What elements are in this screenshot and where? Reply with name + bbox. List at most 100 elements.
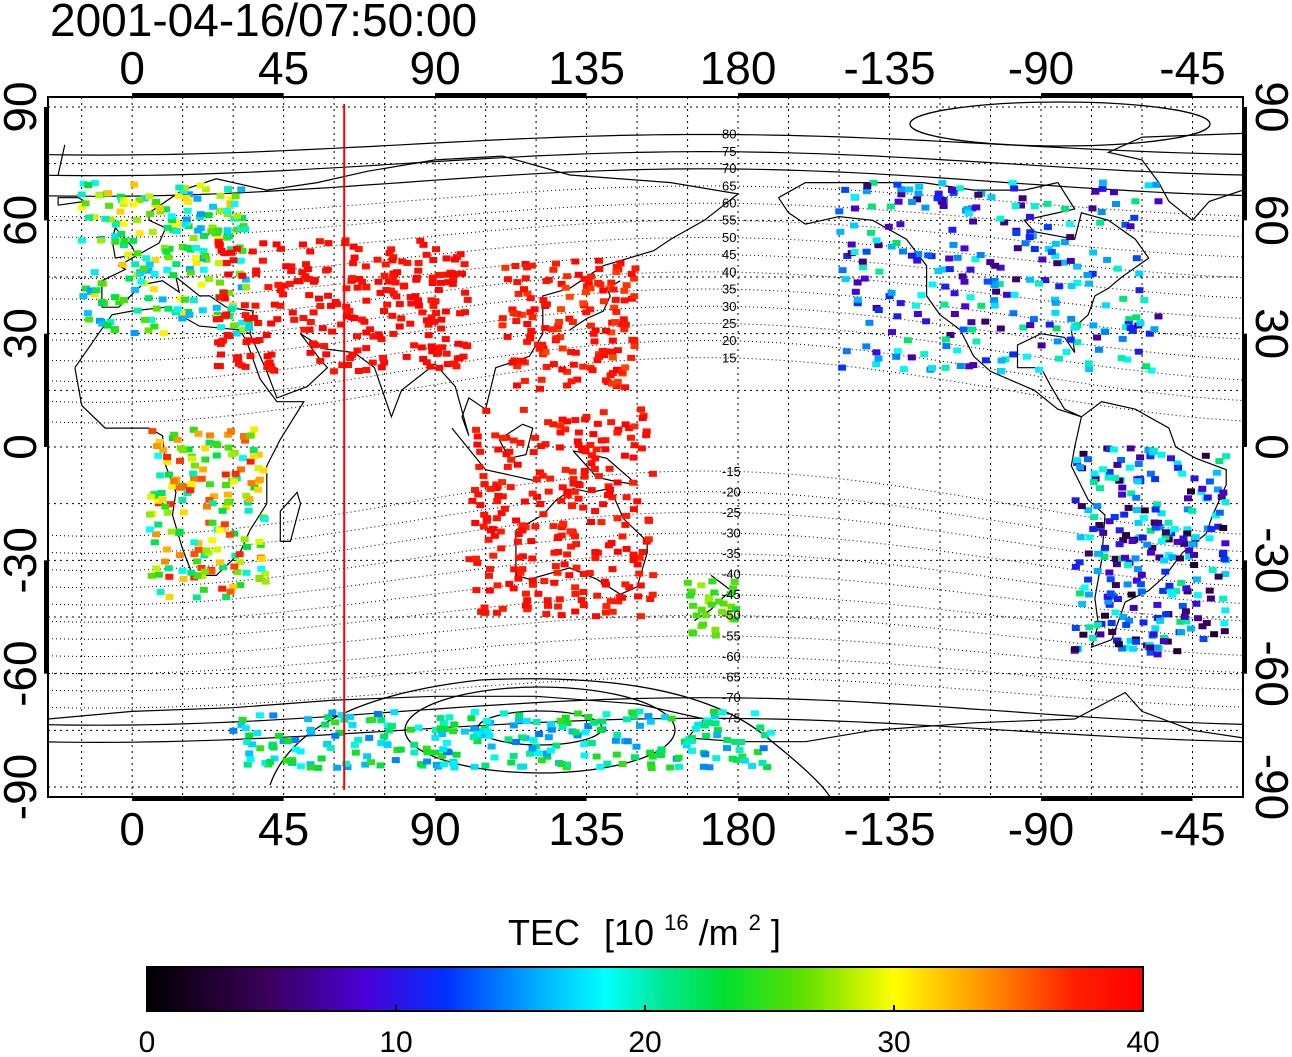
tec-point <box>245 496 254 503</box>
tec-point <box>1178 602 1187 609</box>
tec-point <box>406 320 415 327</box>
coastlines <box>48 132 1243 743</box>
tec-point <box>383 741 392 748</box>
tec-point <box>390 709 399 716</box>
tec-point <box>617 368 626 375</box>
tec-point <box>225 531 234 538</box>
coastline-path <box>1070 401 1227 649</box>
tec-point <box>539 297 548 304</box>
tec-point <box>526 309 535 316</box>
tec-point <box>220 250 229 257</box>
tec-point <box>452 751 461 758</box>
tec-point <box>346 355 355 362</box>
tec-point <box>239 326 248 333</box>
tec-point <box>380 733 389 740</box>
tec-point <box>168 435 177 441</box>
tec-point <box>648 591 657 598</box>
tec-point <box>1037 342 1046 349</box>
tec-point <box>556 429 565 436</box>
tec-point <box>296 748 305 755</box>
tec-point <box>1030 203 1039 210</box>
tec-point <box>513 461 522 468</box>
tec-point <box>547 726 556 733</box>
tec-point <box>622 545 631 552</box>
tec-point <box>1072 457 1081 464</box>
tec-point <box>442 255 451 262</box>
tec-point <box>581 729 590 736</box>
tec-point <box>1051 240 1060 247</box>
tec-point <box>1073 279 1082 286</box>
tec-point <box>546 475 555 482</box>
tec-point <box>1012 276 1021 283</box>
tec-point <box>611 319 620 326</box>
tec-point <box>376 289 385 296</box>
tec-point <box>238 716 247 723</box>
tec-point <box>1121 554 1129 561</box>
tec-point <box>1099 529 1108 536</box>
tec-point <box>463 296 472 303</box>
tec-point <box>203 503 211 510</box>
tec-point <box>1043 200 1052 207</box>
tec-point <box>348 351 357 358</box>
tec-point <box>398 258 407 265</box>
tec-point <box>175 528 184 535</box>
tec-point <box>486 485 495 492</box>
tec-point <box>1075 559 1084 566</box>
tec-point <box>500 505 509 512</box>
tec-point <box>248 248 257 255</box>
tec-point <box>1165 582 1174 589</box>
tec-point <box>184 446 193 453</box>
tec-point <box>1026 322 1035 329</box>
tec-point <box>683 579 692 586</box>
tec-point <box>644 713 653 720</box>
tec-point <box>1162 611 1171 618</box>
tec-point <box>1106 576 1115 583</box>
tec-point <box>674 754 683 761</box>
tec-point <box>498 322 507 329</box>
tec-point <box>528 555 537 562</box>
tec-point <box>556 422 565 429</box>
tec-point <box>635 554 644 561</box>
bottom-longitude-label: -135 <box>844 803 936 855</box>
tec-point <box>1095 522 1104 528</box>
tec-point <box>874 242 883 249</box>
tec-point <box>1119 295 1128 302</box>
tec-point <box>79 293 88 300</box>
tec-point <box>1103 593 1112 600</box>
tec-point <box>367 759 375 766</box>
tec-point <box>530 306 539 313</box>
tec-point <box>558 366 567 373</box>
tec-point <box>419 355 428 362</box>
tec-point <box>324 240 333 247</box>
tec-point <box>389 254 398 261</box>
colorbar-title: TEC [10 16 /m 2 ] <box>508 897 781 953</box>
tec-point <box>469 734 478 741</box>
tec-point <box>459 353 468 360</box>
magnetic-latitude-label: 60 <box>722 196 736 211</box>
tec-point <box>667 715 676 722</box>
tec-point <box>120 237 129 244</box>
tec-point <box>124 251 133 258</box>
tec-point <box>630 423 639 430</box>
tec-point <box>1101 544 1110 551</box>
tec-point <box>423 758 432 765</box>
tec-point <box>239 455 247 462</box>
tec-point <box>554 322 563 329</box>
tec-point <box>547 721 555 728</box>
tec-point <box>178 244 187 250</box>
tec-point <box>937 198 946 205</box>
tec-point <box>232 475 241 482</box>
tec-point <box>872 349 881 356</box>
tec-point <box>621 421 630 428</box>
tec-point <box>701 612 710 619</box>
tec-point <box>349 260 358 267</box>
tec-point <box>588 367 597 374</box>
tec-point <box>718 709 727 716</box>
tec-point <box>1205 587 1214 594</box>
tec-point <box>613 479 622 486</box>
tec-point <box>177 309 186 316</box>
tec-point <box>1188 507 1197 514</box>
tec-point <box>1118 491 1127 498</box>
tec-point <box>226 196 235 203</box>
tec-point <box>116 208 125 215</box>
